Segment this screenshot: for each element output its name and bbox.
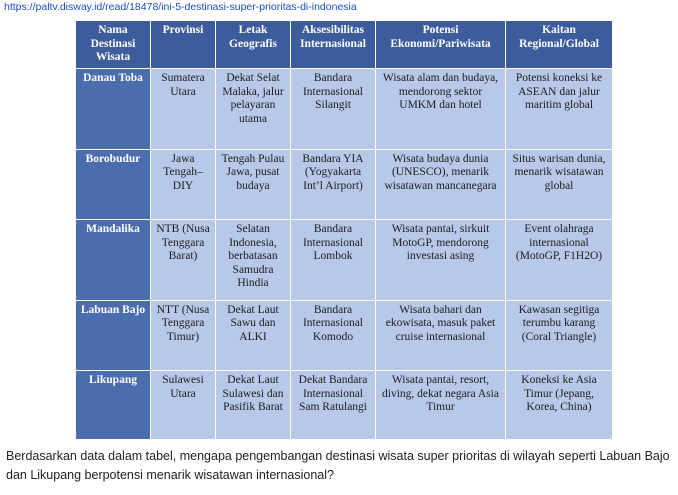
destination-name: Danau Toba: [75, 68, 151, 150]
table-row: Danau Toba Sumatera Utara Dekat Selat Mala…: [75, 68, 613, 150]
destination-name: Labuan Bajo: [75, 299, 151, 372]
table-cell: Bandara YIA (Yogyakarta Int’l Airport): [290, 148, 376, 221]
table-cell: Wisata alam dan budaya, mendorong sektor…: [375, 68, 506, 150]
header-cell: Letak Geografis: [215, 20, 291, 69]
source-link[interactable]: https://paltv.disway.id/read/18478/ini-5…: [4, 1, 357, 13]
table-cell: NTB (Nusa Tenggara Barat): [150, 219, 216, 301]
header-row: Nama Destinasi Wisata Provinsi Letak Geogr…: [75, 20, 613, 69]
header-cell: Kaitan Regional/Global: [505, 20, 613, 69]
destination-name: Mandalika: [75, 219, 151, 301]
table-row: Borobudur Jawa Tengah–DIY Tengah Pulau Jaw…: [75, 148, 613, 221]
table-cell: Wisata budaya dunia (UNESCO), menarik wi…: [375, 148, 506, 221]
table-row: Labuan Bajo NTT (Nusa Tenggara Timur) Deka…: [75, 299, 613, 372]
header-cell: Aksesibilitas Internasional: [290, 20, 376, 69]
question: Berdasarkan data dalam tabel, mengapa pe…: [6, 449, 670, 482]
table-cell: Wisata pantai, sirkuit MotoGP, mendorong…: [375, 219, 506, 301]
table-cell: Sulawesi Utara: [150, 370, 216, 440]
destination-table: Nama Destinasi Wisata Provinsi Letak Geogr…: [75, 20, 613, 440]
table-cell: Bandara Internasional Lombok: [290, 219, 376, 301]
table-cell: Dekat Laut Sawu dan ALKI: [215, 299, 291, 372]
table-cell: Potensi koneksi ke ASEAN dan jalur marit…: [505, 68, 613, 150]
destination-name: Likupang: [75, 370, 151, 440]
table-cell: Event olahraga internasional (MotoGP, F1…: [505, 219, 613, 301]
table-cell: Tengah Pulau Jawa, pusat budaya: [215, 148, 291, 221]
header-cell: Provinsi: [150, 20, 216, 69]
table-row: Mandalika NTB (Nusa Tenggara Barat) Selata…: [75, 219, 613, 301]
table-cell: Jawa Tengah–DIY: [150, 148, 216, 221]
table-cell: Dekat Bandara Internasional Sam Ratulang…: [290, 370, 376, 440]
destination-name: Borobudur: [75, 148, 151, 221]
header-cell: Nama Destinasi Wisata: [75, 20, 151, 69]
table-cell: Dekat Selat Malaka, jalur pelayaran utam…: [215, 68, 291, 150]
table-cell: Bandara Internasional Silangit: [290, 68, 376, 150]
table-cell: Wisata bahari dan ekowisata, masuk paket…: [375, 299, 506, 372]
table-cell: Situs warisan dunia, menarik wisatawan g…: [505, 148, 613, 221]
table-cell: Selatan Indonesia, berbatasan Samudra Hi…: [215, 219, 291, 301]
table-cell: Bandara Internasional Komodo: [290, 299, 376, 372]
table-row: Likupang Sulawesi Utara Dekat Laut Sulawes…: [75, 370, 613, 440]
header-cell: Potensi Ekonomi/Pariwisata: [375, 20, 506, 69]
table-cell: NTT (Nusa Tenggara Timur): [150, 299, 216, 372]
table-cell: Sumatera Utara: [150, 68, 216, 150]
table-cell: Kawasan segitiga terumbu karang (Coral T…: [505, 299, 613, 372]
table-cell: Dekat Laut Sulawesi dan Pasifik Barat: [215, 370, 291, 440]
table-cell: Koneksi ke Asia Timur (Jepang, Korea, Ch…: [505, 370, 613, 440]
table-cell: Wisata pantai, resort, diving, dekat neg…: [375, 370, 506, 440]
